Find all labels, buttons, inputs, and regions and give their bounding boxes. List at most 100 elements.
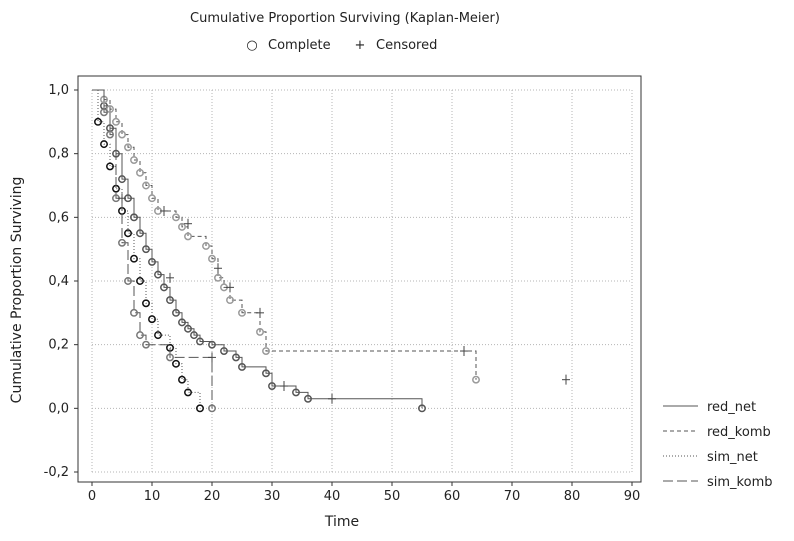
complete-marker — [202, 242, 210, 250]
complete-marker — [136, 168, 144, 177]
censored-marker — [214, 263, 222, 274]
series-line-red_net — [92, 89, 423, 409]
x-tick-label: 90 — [624, 489, 641, 504]
censored-marker — [460, 346, 468, 357]
complete-marker — [136, 229, 144, 238]
complete-marker — [106, 162, 114, 171]
complete-marker — [178, 375, 186, 384]
complete-marker — [262, 369, 270, 378]
complete-marker — [208, 254, 216, 263]
complete-marker — [232, 353, 240, 362]
x-tick-label: 80 — [564, 489, 581, 504]
censored-marker — [280, 381, 288, 392]
complete-marker — [106, 130, 114, 139]
complete-marker — [196, 404, 204, 413]
complete-marker — [154, 270, 162, 279]
x-tick-label: 20 — [204, 489, 221, 504]
complete-marker — [262, 347, 270, 355]
complete-marker — [118, 238, 126, 247]
complete-marker — [208, 404, 216, 413]
complete-marker — [130, 213, 138, 222]
complete-marker — [214, 273, 222, 282]
y-tick-label: -0,2 — [44, 465, 69, 480]
plot-frame — [77, 75, 642, 483]
complete-marker — [220, 347, 228, 355]
x-tick-label: 10 — [144, 489, 161, 504]
complete-marker — [160, 283, 168, 292]
complete-marker — [148, 194, 156, 203]
marker-legend-censored-symbol: + — [355, 38, 366, 53]
complete-marker — [208, 340, 216, 349]
complete-marker — [268, 382, 276, 390]
series-layer — [92, 89, 570, 413]
censored-marker — [256, 307, 264, 318]
y-tick-label: 0,4 — [48, 274, 69, 289]
complete-marker — [142, 245, 150, 254]
complete-marker — [136, 277, 144, 285]
complete-marker — [178, 222, 186, 231]
complete-marker — [226, 296, 234, 305]
complete-marker — [124, 229, 132, 238]
y-tick-label: 0,0 — [48, 401, 69, 416]
marker-legend-complete-label: Complete — [268, 38, 331, 53]
complete-marker — [190, 331, 198, 340]
y-tick-label: 0,8 — [48, 147, 69, 162]
complete-marker — [418, 404, 426, 413]
marker-legend-censored-label: Censored — [376, 38, 437, 53]
censored-marker — [208, 352, 216, 363]
x-tick-label: 50 — [384, 489, 401, 504]
complete-marker — [136, 331, 144, 340]
censored-marker — [328, 393, 336, 404]
legend-label-red_komb: red_komb — [707, 425, 771, 440]
complete-marker — [166, 353, 174, 362]
x-tick-label: 60 — [444, 489, 461, 504]
legend-label-sim_komb: sim_komb — [707, 475, 772, 490]
complete-marker — [94, 117, 102, 126]
complete-marker — [100, 140, 108, 149]
grid — [91, 89, 633, 473]
legend-label-red_net: red_net — [707, 400, 756, 415]
complete-marker — [178, 318, 186, 327]
complete-marker — [124, 143, 132, 152]
censored-marker — [562, 374, 570, 385]
series-red_komb — [92, 89, 570, 385]
x-axis-title: Time — [324, 514, 359, 530]
complete-marker — [130, 156, 138, 164]
complete-marker — [172, 308, 180, 317]
complete-marker — [124, 277, 132, 285]
complete-marker — [118, 175, 126, 184]
complete-marker — [472, 375, 480, 384]
censored-marker — [118, 193, 126, 204]
complete-marker — [172, 359, 180, 368]
legend-label-sim_net: sim_net — [707, 450, 758, 465]
y-tick-label: 1,0 — [48, 83, 69, 98]
complete-marker — [238, 308, 246, 317]
series-line-sim_komb — [92, 89, 213, 409]
complete-marker — [184, 232, 192, 241]
complete-marker — [196, 337, 204, 346]
censored-marker — [160, 205, 168, 216]
censored-marker — [166, 272, 174, 283]
marker-legend: ○ Complete + Censored — [246, 38, 437, 53]
complete-marker — [184, 324, 192, 333]
complete-marker — [130, 308, 138, 317]
complete-marker — [130, 254, 138, 263]
complete-marker — [112, 117, 120, 126]
complete-marker — [172, 213, 180, 222]
complete-marker — [304, 394, 312, 403]
complete-marker — [106, 105, 114, 114]
x-axis: 0 10 20 30 40 50 60 70 80 90 — [88, 482, 640, 504]
marker-legend-complete-symbol: ○ — [246, 38, 257, 53]
y-tick-label: 0,6 — [48, 210, 69, 225]
complete-marker — [142, 299, 150, 308]
censored-marker — [184, 218, 192, 229]
series-red_net — [92, 89, 426, 413]
series-sim_komb — [92, 89, 216, 413]
y-axis: -0,2 0,0 0,2 0,4 0,6 0,8 1,0 — [44, 83, 78, 480]
complete-marker — [142, 340, 150, 349]
complete-marker — [238, 363, 246, 371]
x-tick-label: 30 — [264, 489, 281, 504]
x-tick-label: 70 — [504, 489, 521, 504]
y-axis-title: Cumulative Proportion Surviving — [9, 177, 25, 404]
